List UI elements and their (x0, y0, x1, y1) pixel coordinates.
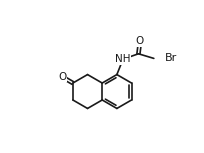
Text: O: O (136, 36, 144, 47)
Text: O: O (58, 72, 66, 82)
Text: NH: NH (115, 54, 131, 64)
Text: Br: Br (165, 53, 177, 63)
